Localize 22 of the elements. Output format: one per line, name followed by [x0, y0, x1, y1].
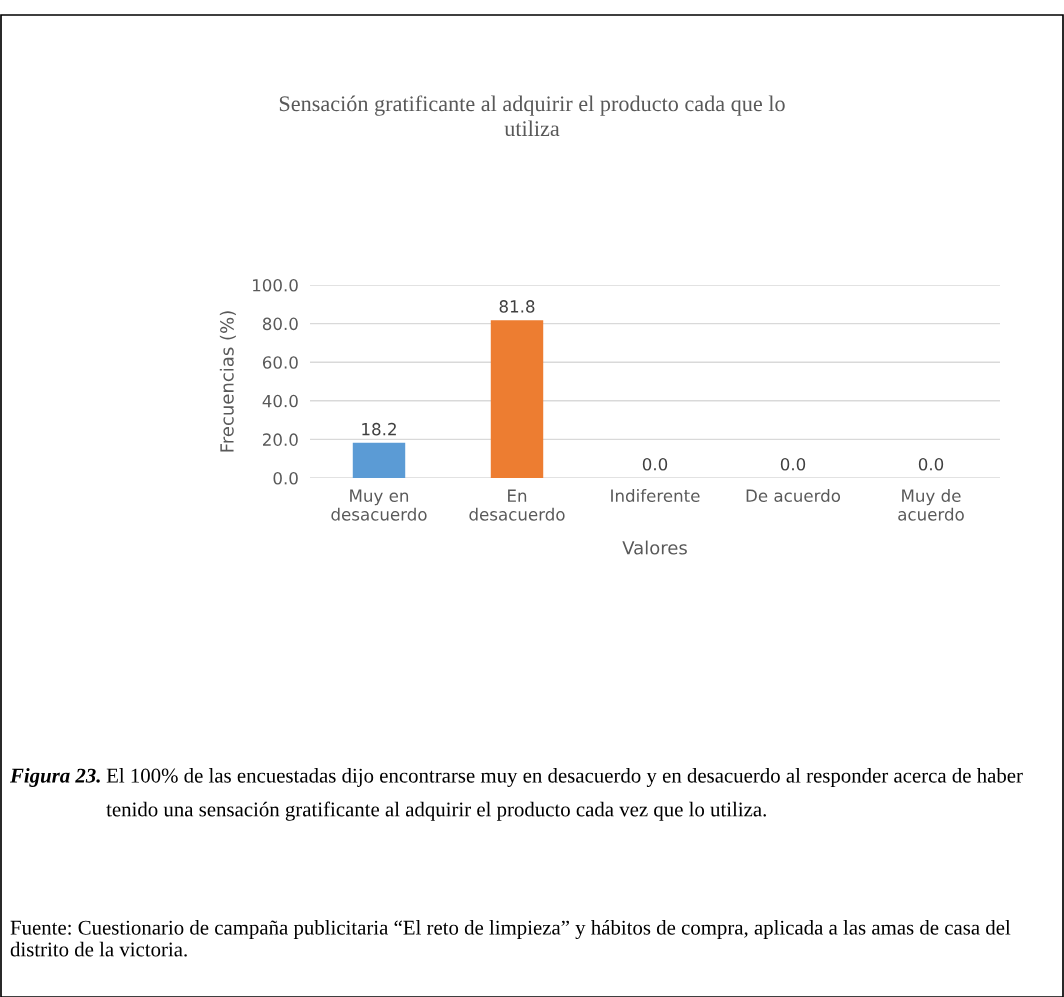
y-tick-label: 40.0: [262, 394, 298, 408]
x-tick-label: Muy de acuerdo: [898, 489, 964, 521]
x-tick-label: Indiferente: [611, 489, 700, 503]
text: Figura 23.: [9, 768, 100, 787]
data-label: 0.0: [918, 458, 944, 471]
y-tick-label: 100.0: [253, 278, 298, 292]
y-tick-label: 20.0: [263, 433, 298, 446]
text: El 100% de las encuestadas dijo encontrarse muy en desacuerdo y en desacuerdo al responder acerca de haber tenido una sensación gratificante al adquirir el producto cada vez que lo utiliza.: [106, 768, 1023, 821]
data-label: 81.8: [499, 300, 535, 313]
data-label: 0.0: [642, 458, 668, 471]
x-tick-label: Muy en desacuerdo: [331, 489, 427, 521]
y-tick-label: 0.0: [273, 471, 298, 485]
source-note: Fuente: Cuestionario de campaña publicitaria “El reto de limpieza” y hábitos de compra, aplicada a las amas de casa del distrito de la victoria.: [10, 920, 1011, 957]
data-label: 0.0: [780, 458, 806, 471]
data-label: 18.2: [362, 422, 396, 436]
x-tick-label: De acuerdo: [746, 489, 841, 503]
x-tick-label: En desacuerdo: [469, 489, 565, 521]
y-tick-label: 80.0: [262, 317, 298, 331]
chart-title: Sensación gratificante al adquirir el producto cada que lo utiliza: [279, 95, 785, 137]
y-axis-title: Frecuencias (%): [219, 311, 236, 452]
x-axis-title: Valores: [622, 540, 687, 555]
y-tick-label: 60.0: [262, 356, 298, 369]
